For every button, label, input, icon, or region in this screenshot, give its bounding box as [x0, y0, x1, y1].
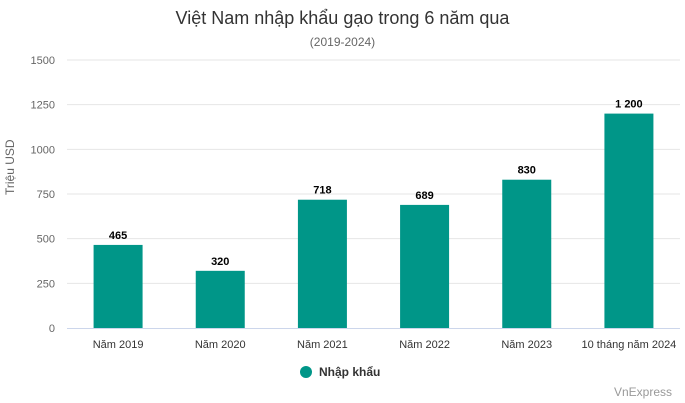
chart-subtitle: (2019-2024): [309, 35, 376, 49]
bar: [604, 113, 654, 328]
y-tick-label: 250: [37, 278, 55, 290]
data-label: 320: [211, 256, 229, 268]
x-tick-label: 10 tháng năm 2024: [582, 339, 677, 351]
bar: [400, 204, 450, 328]
legend-marker-icon: [300, 366, 312, 378]
x-tick-label: Năm 2021: [297, 339, 348, 351]
data-label: 689: [415, 190, 433, 202]
y-tick-label: 0: [49, 323, 55, 335]
y-tick-label: 1000: [31, 144, 55, 156]
x-tick-label: Năm 2023: [501, 339, 552, 351]
x-tick-label: Năm 2019: [93, 339, 144, 351]
y-tick-label: 500: [37, 234, 55, 246]
bar: [502, 179, 552, 328]
y-tick-label: 750: [37, 189, 55, 201]
bar: [93, 244, 143, 328]
chart-title: Việt Nam nhập khẩu gạo trong 6 năm qua: [175, 8, 510, 28]
y-tick-label: 1250: [31, 100, 55, 112]
data-label: 718: [313, 185, 331, 197]
x-tick-label: Năm 2022: [399, 339, 450, 351]
data-label: 465: [109, 230, 127, 242]
source-credit: VnExpress: [613, 385, 672, 399]
bar: [195, 270, 245, 328]
legend-label: Nhập khẩu: [319, 365, 381, 379]
y-tick-label: 1500: [31, 55, 55, 67]
data-label: 830: [518, 165, 536, 177]
legend[interactable]: Nhập khẩu: [300, 365, 380, 379]
data-label: 1 200: [615, 99, 643, 111]
bar: [297, 199, 347, 328]
x-tick-label: Năm 2020: [195, 339, 246, 351]
